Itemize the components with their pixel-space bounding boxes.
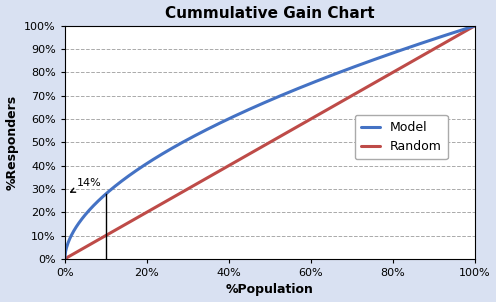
Model (462, 27, 468, 31)
Title: Cummulative Gain Chart: Cummulative Gain Chart (165, 5, 374, 21)
Text: 14%: 14% (70, 178, 102, 192)
Model (256, 103, 262, 107)
Model (62, 257, 68, 261)
Model (306, 82, 311, 86)
Line: Model: Model (65, 26, 475, 259)
Model (284, 92, 290, 95)
Model (259, 102, 265, 105)
Model (472, 24, 478, 28)
Legend: Model, Random: Model, Random (355, 115, 448, 159)
Model (398, 48, 404, 52)
Y-axis label: %Responders: %Responders (5, 95, 18, 190)
X-axis label: %Population: %Population (226, 284, 313, 297)
